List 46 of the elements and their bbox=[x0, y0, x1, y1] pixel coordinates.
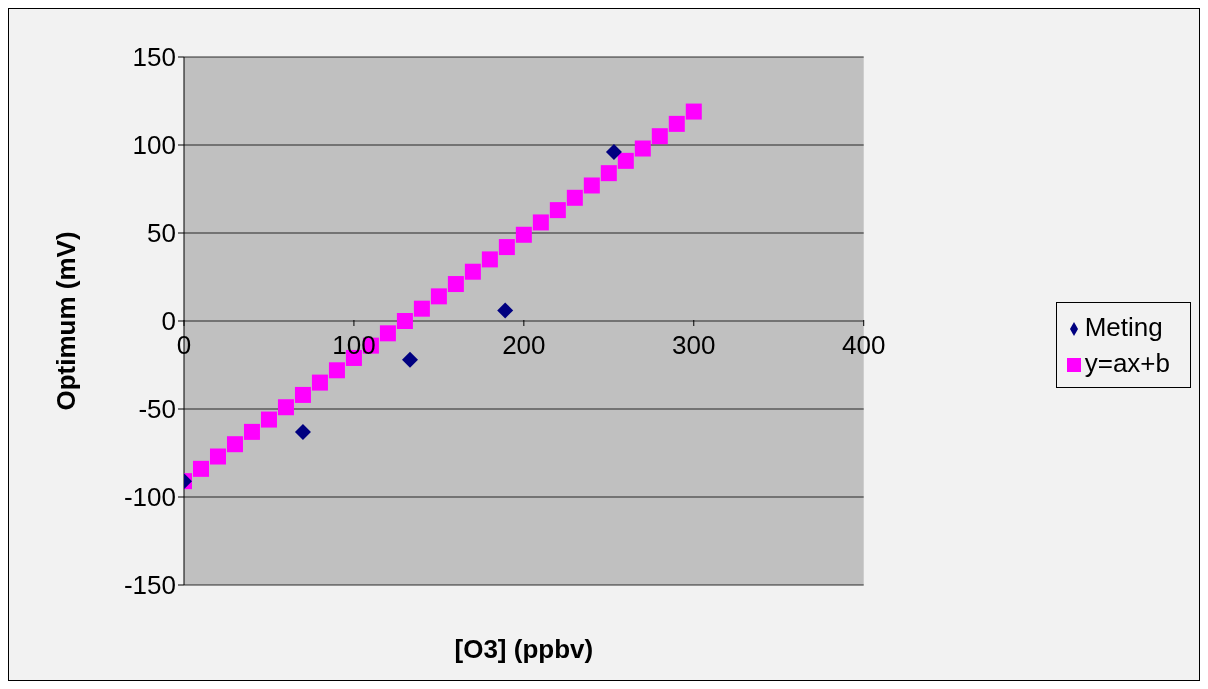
point bbox=[600, 165, 617, 182]
y-tick-label: 150 bbox=[132, 42, 176, 73]
point bbox=[605, 144, 622, 161]
y-tick-label: -50 bbox=[138, 394, 176, 425]
y-axis-title: Optimum (mV) bbox=[51, 231, 82, 411]
point bbox=[583, 177, 600, 194]
point bbox=[379, 325, 396, 342]
point bbox=[498, 239, 515, 256]
x-tick-label: 400 bbox=[842, 330, 886, 360]
point bbox=[447, 276, 464, 293]
legend-label: y=ax+b bbox=[1084, 347, 1170, 378]
x-tick-label: 200 bbox=[502, 330, 546, 360]
y-tick-label: 100 bbox=[132, 130, 176, 161]
x-axis-title: [O3] (ppbv) bbox=[454, 634, 594, 664]
point bbox=[651, 128, 668, 145]
point bbox=[413, 300, 430, 317]
point bbox=[566, 189, 583, 206]
point bbox=[685, 103, 702, 120]
point bbox=[549, 202, 566, 219]
point bbox=[277, 399, 294, 416]
point bbox=[192, 460, 209, 477]
y-tick-label: 50 bbox=[147, 218, 176, 249]
point bbox=[243, 423, 260, 440]
point bbox=[396, 313, 413, 329]
point bbox=[634, 140, 651, 157]
point bbox=[226, 436, 243, 453]
y-tick-label: 0 bbox=[161, 306, 176, 337]
point bbox=[328, 362, 345, 379]
point bbox=[668, 115, 685, 132]
point bbox=[294, 423, 311, 440]
point bbox=[311, 374, 328, 391]
point bbox=[515, 226, 532, 243]
point bbox=[497, 302, 514, 319]
legend-label: Meting bbox=[1084, 311, 1163, 342]
x-tick-label: 300 bbox=[672, 330, 716, 360]
point bbox=[260, 411, 277, 428]
point bbox=[209, 448, 226, 465]
y-tick-label: -150 bbox=[123, 570, 176, 601]
point bbox=[430, 288, 447, 305]
point bbox=[617, 152, 634, 169]
point bbox=[402, 351, 418, 368]
point bbox=[481, 251, 498, 268]
point bbox=[464, 263, 481, 280]
point bbox=[294, 386, 311, 403]
point bbox=[532, 214, 549, 231]
y-tick-label: -100 bbox=[123, 482, 176, 513]
